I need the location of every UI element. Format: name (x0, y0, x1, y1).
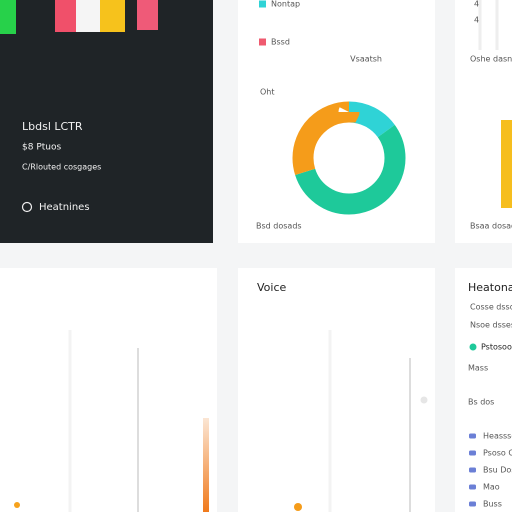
item-icon (469, 501, 476, 507)
dark-card (0, 0, 213, 243)
status-dot (469, 343, 477, 351)
legend-label: Bssd (271, 38, 290, 47)
dot (14, 502, 20, 508)
icon (21, 201, 33, 213)
dot (420, 396, 428, 404)
item-label: Mao (483, 483, 500, 492)
title: Lbdsl LCTR (22, 120, 83, 133)
tick: 4 (474, 0, 479, 9)
item-label: Bsu Doss (483, 466, 512, 475)
item-label: Psoso C (483, 449, 512, 458)
block (0, 0, 16, 34)
item-icon (469, 484, 476, 490)
donut (292, 101, 406, 215)
footer: Bsd dosads (256, 222, 302, 231)
block (76, 0, 100, 32)
legend-swatch (259, 0, 266, 8)
item-label: Heasssd (483, 432, 512, 441)
status: Pstosoo (481, 343, 512, 352)
item-icon (469, 467, 476, 473)
block (55, 0, 76, 32)
line: Nsoe dsses (470, 321, 512, 330)
bar (501, 120, 512, 208)
title: Voice (257, 281, 287, 294)
line: Cosse dssd (470, 303, 512, 312)
bar (203, 418, 209, 512)
value: $8 Ptuos (22, 143, 61, 153)
chart-card (0, 268, 217, 512)
footer: Bsaa dosads (470, 222, 512, 231)
label: Oht (260, 88, 275, 97)
label: Mass (468, 364, 488, 373)
tick: 4 (474, 16, 479, 25)
label: Bs dos (468, 398, 494, 407)
legend: Nontap Bssd (259, 0, 300, 47)
subtitle: C/Rlouted cosgages (22, 163, 101, 172)
header: Oshe dasnsh (470, 55, 512, 64)
block (100, 0, 125, 32)
item-icon (469, 450, 476, 456)
donut-segment (292, 101, 406, 215)
block (137, 0, 158, 30)
voice-card (238, 268, 435, 512)
dot (294, 503, 302, 511)
legend-swatch (259, 38, 266, 46)
header: Vsaatsh (350, 55, 382, 64)
item-icon (469, 433, 476, 439)
donut-segment (292, 101, 406, 215)
item-label: Buss (483, 500, 502, 509)
legend-label: Nontap (271, 0, 300, 9)
heat-card (455, 268, 512, 512)
title: Heatona (468, 281, 512, 294)
link[interactable]: Heatnines (39, 202, 90, 213)
item-list: Heasssd Psoso C Bsu Doss Mao Buss (469, 432, 512, 509)
